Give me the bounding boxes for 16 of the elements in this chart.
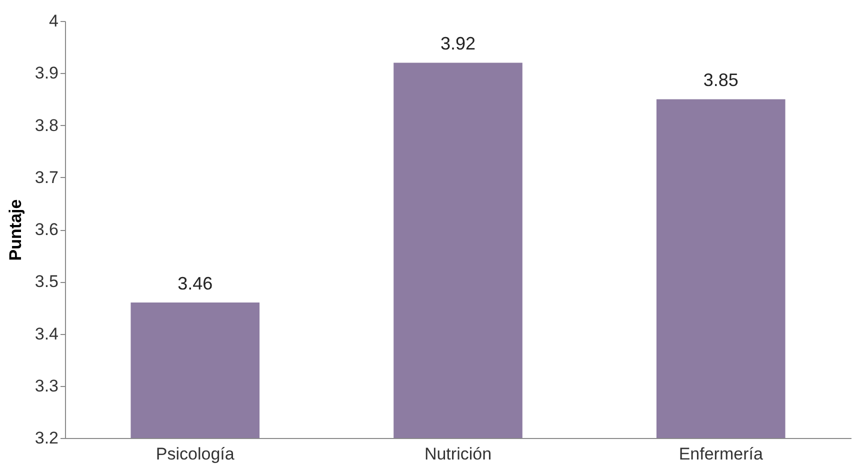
y-tick-label: 3.4 bbox=[34, 324, 58, 344]
y-tick-label: 3.9 bbox=[34, 64, 58, 83]
x-tick-label: Nutrición bbox=[424, 444, 492, 464]
x-tick-label: Psicología bbox=[156, 444, 235, 464]
data-label: 3.92 bbox=[440, 34, 476, 54]
y-tick-label: 4 bbox=[49, 12, 58, 30]
y-tick-label: 3.3 bbox=[34, 376, 58, 396]
data-label: 3.46 bbox=[178, 273, 213, 294]
y-tick-label: 3.6 bbox=[34, 220, 58, 239]
y-tick-label: 3.2 bbox=[34, 428, 58, 448]
y-tick-label: 3.5 bbox=[34, 272, 58, 292]
y-axis-title: Puntaje bbox=[6, 199, 25, 261]
y-tick-label: 3.7 bbox=[34, 168, 58, 187]
x-tick-label: Enfermería bbox=[678, 444, 764, 464]
data-label: 3.85 bbox=[703, 70, 738, 90]
y-tick-label: 3.8 bbox=[34, 116, 58, 135]
